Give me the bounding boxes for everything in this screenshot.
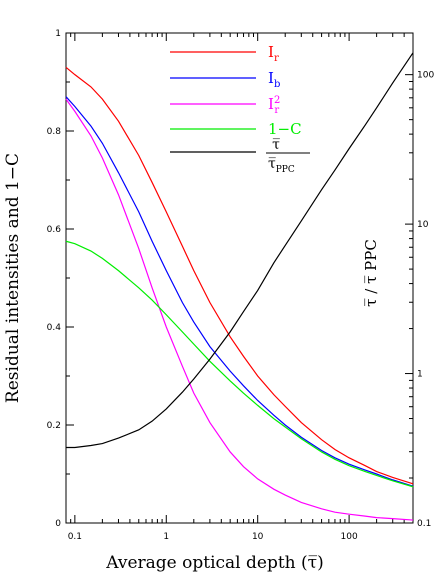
y2-tick-label: 0.1 xyxy=(417,519,431,529)
y2-axis-label: τ̅ / τ̅ PPC xyxy=(362,239,380,307)
series-line-4 xyxy=(66,52,414,449)
legend-label-0: Ir xyxy=(268,43,279,64)
x-tick-label: 100 xyxy=(341,532,358,542)
x-axis-label: Average optical depth (τ̅) xyxy=(105,553,323,573)
series-line-1 xyxy=(65,96,414,487)
y-tick-label: 0.6 xyxy=(47,225,62,235)
y2-tick-label: 10 xyxy=(417,220,429,230)
series-line-0 xyxy=(65,66,414,485)
legend-label-3: 1−C xyxy=(268,120,302,138)
legend-label-2: I2 r xyxy=(268,95,280,116)
y2-tick-label: 1 xyxy=(417,370,423,380)
y-axis-label: Residual intensities and 1−C xyxy=(3,153,23,403)
y-tick-label: 0.2 xyxy=(47,421,61,431)
x-tick-label: 1 xyxy=(163,532,169,542)
series-line-2 xyxy=(65,98,414,521)
y-tick-label: 1 xyxy=(55,29,61,39)
plot-frame xyxy=(65,32,414,524)
y-tick-label: 0 xyxy=(55,519,61,529)
ticks: 0.1 1 10 100 0 0.2 0.4 0.6 0.8 1 0.1 1 10 100 xyxy=(47,29,435,542)
y-tick-label: 0.8 xyxy=(47,127,62,137)
legend-fraction-denominator: τ̅PPC xyxy=(268,156,295,175)
legend-label-1: Ib xyxy=(268,69,280,90)
series-lines xyxy=(65,52,414,521)
y2-axis-label-text: τ̅ / τ̅ PPC xyxy=(362,239,380,307)
y-tick-label: 0.4 xyxy=(47,323,62,333)
series-line-3 xyxy=(65,240,414,488)
x-tick-label: 10 xyxy=(252,532,264,542)
x-tick-label: 0.1 xyxy=(68,532,82,542)
legend-label-4: τ̅ τ̅PPC xyxy=(266,137,310,175)
y2-tick-label: 100 xyxy=(417,71,434,81)
legend: Ir Ib I2 r 1−Cτ̅ τ̅PPC xyxy=(170,43,310,175)
legend-fraction-numerator: τ̅ xyxy=(272,137,280,153)
